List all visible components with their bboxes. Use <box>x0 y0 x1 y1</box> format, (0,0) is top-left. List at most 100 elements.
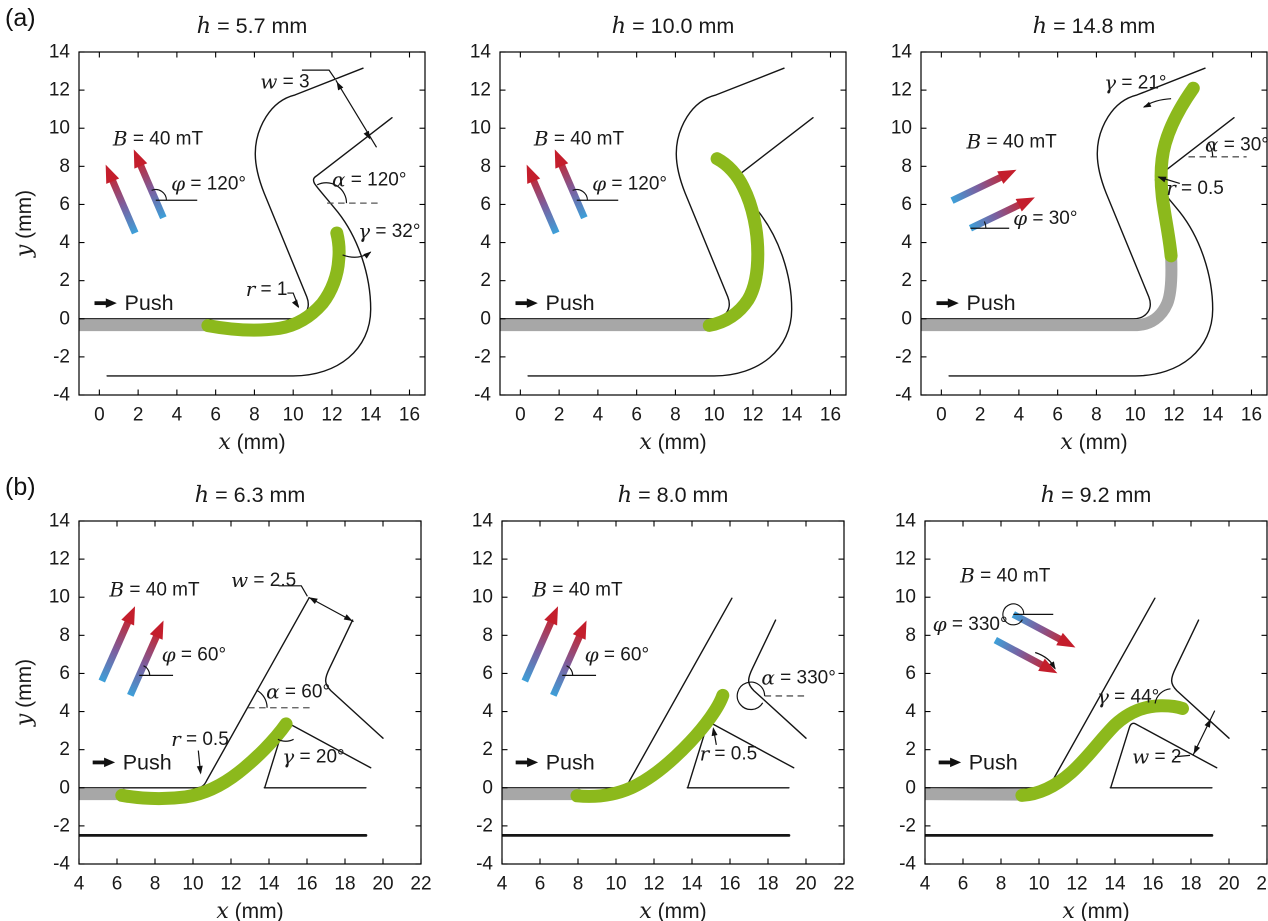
field-arrowhead <box>121 606 136 626</box>
x-tick-label: 20 <box>372 874 393 895</box>
y-axis-label: y (mm) <box>12 190 37 258</box>
y-tick-label: 2 <box>480 270 491 291</box>
dimension-leader <box>1174 754 1191 758</box>
x-tick-label: 16 <box>399 405 420 426</box>
x-tick-label: 2 <box>554 405 565 426</box>
channel-wall <box>527 117 814 377</box>
leader-arrowhead <box>196 765 203 775</box>
dimension-arrowhead <box>1193 745 1201 755</box>
push-label: Push <box>123 750 172 774</box>
x-tick-label: 16 <box>1241 405 1262 426</box>
y-tick-label: -2 <box>53 346 70 367</box>
robot-tip-green <box>201 226 346 337</box>
robot-tip-green <box>1015 699 1189 802</box>
angle-arc <box>316 182 348 204</box>
x-tick-label: 6 <box>112 874 123 895</box>
x-tick-label: 6 <box>958 874 969 895</box>
x-tick-label: 8 <box>670 405 681 426</box>
dimension-arrowhead <box>343 614 353 622</box>
x-tick-label: 4 <box>497 874 508 895</box>
field-arrow-shaft <box>137 164 167 220</box>
x-tick-label: 12 <box>1066 874 1087 895</box>
panel-a2: Push B = 40 mT φ = 120° 0 2 4 6 8 10 12 14 16 -4 -2 0 2… <box>470 13 847 455</box>
y-tick-label: 4 <box>901 232 912 253</box>
phi-angle-arc <box>1002 603 1025 626</box>
x-tick-label: 4 <box>593 405 604 426</box>
gamma-arrowhead <box>1142 101 1152 108</box>
channel-and-robot <box>500 67 814 377</box>
y-tick-label: 0 <box>482 777 493 798</box>
panel-title: h = 8.0 mm <box>618 482 729 508</box>
field-arrowhead <box>544 606 559 626</box>
y-tick-label: 12 <box>49 549 70 570</box>
push-label: Push <box>125 291 174 315</box>
field-arrow-shaft <box>550 635 583 697</box>
y-tick-label: 8 <box>59 156 70 177</box>
annotation-label: γ = 32° <box>358 219 420 243</box>
robot-tip-green <box>115 717 293 806</box>
plot-box <box>920 51 1268 396</box>
field-arrow-shaft <box>98 620 132 683</box>
x-tick-label: 4 <box>1014 405 1025 426</box>
y-tick-label: 0 <box>59 308 70 329</box>
push-label: Push <box>967 291 1016 315</box>
dimension-arrowhead <box>308 597 318 604</box>
x-tick-label: 6 <box>631 405 642 426</box>
x-tick-label: 14 <box>681 874 703 895</box>
x-tick-label: 22 <box>1256 874 1268 895</box>
push-arrowhead <box>104 757 116 768</box>
angle-arc <box>1207 142 1214 157</box>
annotation-label: w = 3 <box>260 70 309 94</box>
panel-title: h = 14.8 mm <box>1033 13 1156 39</box>
x-tick-label: 0 <box>936 405 947 426</box>
y-tick-label: 4 <box>59 232 70 253</box>
x-tick-label: 12 <box>1163 405 1184 426</box>
field-arrowhead <box>1015 197 1035 212</box>
x-tick-label: 10 <box>704 405 725 426</box>
plot-box <box>501 520 845 865</box>
x-tick-label: 6 <box>1052 405 1063 426</box>
x-axis-label: x (mm) <box>1062 899 1129 921</box>
axis-ticks <box>79 51 425 396</box>
dimension-arrowhead <box>1204 718 1211 728</box>
x-axis-label: x (mm) <box>639 899 706 921</box>
angle-arc <box>736 681 766 711</box>
leader-arrowhead <box>291 299 300 309</box>
robot-body-gray <box>921 249 1178 332</box>
y-tick-label: 10 <box>891 118 912 139</box>
gamma-arrowhead <box>363 251 372 259</box>
robot-body-gray <box>925 788 1028 801</box>
channel-wall <box>502 597 733 789</box>
y-tick-label: 6 <box>482 663 493 684</box>
y-tick-label: -2 <box>53 815 70 836</box>
push-arrowhead <box>947 298 959 308</box>
x-tick-label: 12 <box>321 405 342 426</box>
x-tick-label: 0 <box>515 405 526 426</box>
annotation-label: r = 0.5 <box>171 727 229 751</box>
annotation-label: r = 1 <box>246 277 288 301</box>
y-tick-label: -4 <box>53 385 70 406</box>
channel-wall <box>1170 619 1230 739</box>
y-tick-label: 8 <box>905 625 916 646</box>
annotation-label: B = 40 mT <box>531 578 623 602</box>
field-arrow-shaft <box>1011 611 1062 643</box>
y-tick-label: 12 <box>470 80 491 101</box>
channel-and-robot <box>79 67 393 377</box>
y-tick-label: 14 <box>895 511 917 532</box>
y-tick-label: 6 <box>480 194 491 215</box>
field-arrow-shaft <box>530 179 560 235</box>
y-tick-label: 0 <box>59 777 70 798</box>
panel-b1: Push B = 40 mT φ = 60° w = 2.5 α = 60° r = 0.… <box>12 482 432 921</box>
robot-tip-green <box>702 152 765 332</box>
dimension-arrowhead <box>363 130 371 140</box>
y-tick-label: 6 <box>901 194 912 215</box>
field-arrowhead <box>149 620 164 640</box>
y-tick-label: 0 <box>901 308 912 329</box>
y-tick-label: 6 <box>59 663 70 684</box>
y-tick-label: 2 <box>482 739 493 760</box>
push-label: Push <box>546 750 595 774</box>
annotation-label: B = 40 mT <box>108 578 200 602</box>
x-axis-label: x (mm) <box>218 430 285 455</box>
x-tick-label: 14 <box>1104 874 1126 895</box>
